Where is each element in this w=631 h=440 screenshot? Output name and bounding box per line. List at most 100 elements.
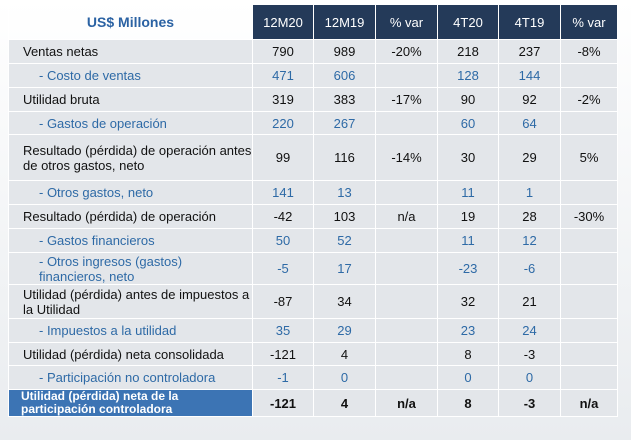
row-label: Resultado (pérdida) de operación [8, 204, 253, 229]
table-row: Ventas netas 790 989 -20% 218 237 -8% [8, 39, 618, 64]
cell: 13 [313, 180, 376, 205]
table-container: US$ Millones 12M20 12M19% var 4T20 4T19% var… [8, 4, 618, 417]
column-header: 12M20 [252, 4, 314, 40]
cell: 218 [437, 39, 499, 64]
row-label: Utilidad bruta [8, 87, 253, 112]
table-row: - Impuestos a la utilidad 35 29 23 24 [8, 318, 618, 343]
cell: 17 [313, 252, 376, 285]
row-label: - Participación no controladora [8, 365, 253, 390]
cell: 237 [498, 39, 561, 64]
cell [560, 318, 618, 343]
cell: 12 [498, 228, 561, 253]
column-header: % var [560, 4, 618, 40]
cell: -5 [252, 252, 314, 285]
column-header: 4T19 [498, 4, 561, 40]
cell: 0 [313, 365, 376, 390]
table-row: - Gastos financieros 50 52 11 12 [8, 228, 618, 253]
cell: -14% [375, 134, 438, 181]
cell: -8% [560, 39, 618, 64]
cell: 32 [437, 284, 499, 319]
table-row: - Participación no controladora -1 0 0 0 [8, 365, 618, 390]
table-row: Resultado (pérdida) de operación antes d… [8, 134, 618, 181]
cell: 11 [437, 228, 499, 253]
row-label: Utilidad (pérdida) antes de impuestos a … [8, 284, 253, 319]
cell: 35 [252, 318, 314, 343]
cell: 21 [498, 284, 561, 319]
cell: -3 [498, 389, 561, 417]
table-row: - Costo de ventas 471 606 128 144 [8, 63, 618, 88]
cell: 383 [313, 87, 376, 112]
cell: 90 [437, 87, 499, 112]
cell: 267 [313, 111, 376, 135]
cell: -121 [252, 342, 314, 366]
cell: n/a [375, 204, 438, 229]
column-header: 4T20 [437, 4, 499, 40]
cell: 1 [498, 180, 561, 205]
cell: 99 [252, 134, 314, 181]
cell: -1 [252, 365, 314, 390]
row-label: - Gastos de operación [8, 111, 253, 135]
cell: -42 [252, 204, 314, 229]
cell: -3 [498, 342, 561, 366]
row-label: - Impuestos a la utilidad [8, 318, 253, 343]
cell: 30 [437, 134, 499, 181]
cell: 989 [313, 39, 376, 64]
cell: n/a [375, 389, 438, 417]
cell [375, 180, 438, 205]
cell [375, 284, 438, 319]
cell: 141 [252, 180, 314, 205]
cell: 52 [313, 228, 376, 253]
cell: 4 [313, 389, 376, 417]
cell: 19 [437, 204, 499, 229]
table-row: Utilidad bruta 319 383 -17% 90 92 -2% [8, 87, 618, 112]
cell [375, 63, 438, 88]
row-label: Utilidad (pérdida) neta de la participac… [8, 389, 253, 417]
cell: 8 [437, 342, 499, 366]
cell [560, 228, 618, 253]
column-header: 12M19 [313, 4, 376, 40]
cell: -2% [560, 87, 618, 112]
row-label: - Costo de ventas [8, 63, 253, 88]
cell [375, 365, 438, 390]
cell [375, 318, 438, 343]
cell [375, 252, 438, 285]
cell [560, 63, 618, 88]
cell: 103 [313, 204, 376, 229]
cell: 606 [313, 63, 376, 88]
cell: 319 [252, 87, 314, 112]
cell: 29 [498, 134, 561, 181]
cell: -20% [375, 39, 438, 64]
cell: 23 [437, 318, 499, 343]
cell: 29 [313, 318, 376, 343]
cell: -121 [252, 389, 314, 417]
cell [375, 342, 438, 366]
cell [375, 228, 438, 253]
cell: 144 [498, 63, 561, 88]
cell [560, 342, 618, 366]
column-header: % var [375, 4, 438, 40]
table-row: Utilidad (pérdida) antes de impuestos a … [8, 284, 618, 319]
cell: -30% [560, 204, 618, 229]
row-label: - Otros gastos, neto [8, 180, 253, 205]
cell [560, 365, 618, 390]
cell: 471 [252, 63, 314, 88]
cell: 92 [498, 87, 561, 112]
cell: -6 [498, 252, 561, 285]
cell: 24 [498, 318, 561, 343]
row-label: Resultado (pérdida) de operación antes d… [8, 134, 253, 181]
table-row: Utilidad (pérdida) neta consolidada -121 4… [8, 342, 618, 366]
table-row: Utilidad (pérdida) neta de la participac… [8, 389, 618, 417]
financial-table: US$ Millones 12M20 12M19% var 4T20 4T19% var… [8, 4, 618, 417]
table-row: Resultado (pérdida) de operación -42 103 n/… [8, 204, 618, 229]
cell: 220 [252, 111, 314, 135]
cell: 34 [313, 284, 376, 319]
cell [560, 180, 618, 205]
cell: 4 [313, 342, 376, 366]
cell: 8 [437, 389, 499, 417]
cell [560, 284, 618, 319]
table-title: US$ Millones [8, 4, 253, 40]
table-row: - Otros gastos, neto 141 13 11 1 [8, 180, 618, 205]
table-row: - Otros ingresos (gastos) financieros, n… [8, 252, 618, 285]
cell: 60 [437, 111, 499, 135]
